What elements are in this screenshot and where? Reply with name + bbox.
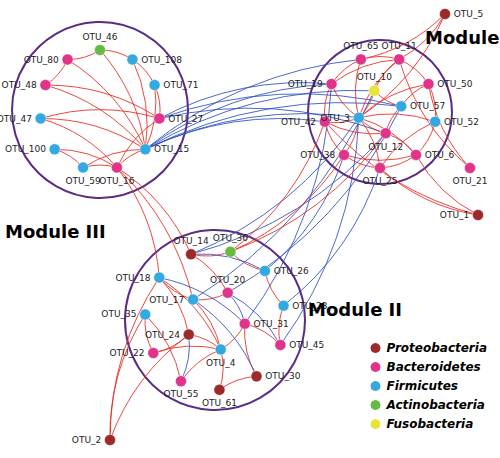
svg-text:OTU_55: OTU_55 [163,389,198,399]
svg-text:Fusobacteria: Fusobacteria [386,417,473,431]
svg-text:OTU_19: OTU_19 [288,79,323,89]
svg-text:OTU_108: OTU_108 [141,55,182,65]
svg-text:OTU_25: OTU_25 [362,176,397,186]
svg-text:OTU_45: OTU_45 [289,340,324,350]
svg-text:OTU_22: OTU_22 [109,348,144,358]
svg-text:Proteobacteria: Proteobacteria [386,341,487,355]
svg-text:Actinobacteria: Actinobacteria [385,398,484,412]
svg-text:OTU_30: OTU_30 [265,371,300,381]
svg-text:OTU_26: OTU_26 [274,266,309,276]
svg-text:OTU_20: OTU_20 [210,275,245,285]
svg-text:Firmicutes: Firmicutes [386,379,458,393]
svg-text:OTU_42: OTU_42 [281,117,316,127]
svg-text:OTU_3: OTU_3 [321,113,350,123]
svg-text:OTU_35: OTU_35 [101,309,136,319]
svg-text:OTU_6: OTU_6 [425,150,455,160]
svg-text:OTU_71: OTU_71 [163,80,198,90]
svg-text:OTU_80: OTU_80 [24,55,59,65]
svg-text:OTU_10: OTU_10 [357,72,392,82]
svg-text:OTU_61: OTU_61 [202,398,237,408]
svg-text:OTU_27: OTU_27 [168,114,203,124]
svg-text:OTU_16: OTU_16 [99,176,134,186]
svg-text:OTU_11: OTU_11 [382,41,417,51]
svg-text:OTU_5: OTU_5 [454,9,483,19]
svg-text:OTU_50: OTU_50 [437,79,472,89]
svg-text:OTU_1: OTU_1 [440,210,469,220]
svg-text:OTU_65: OTU_65 [343,41,378,51]
svg-text:OTU_4: OTU_4 [206,358,236,368]
svg-text:OTU_24: OTU_24 [145,330,180,340]
svg-text:OTU_100: OTU_100 [5,144,46,154]
svg-text:OTU_12: OTU_12 [368,142,403,152]
svg-text:OTU_2: OTU_2 [72,435,101,445]
svg-text:OTU_52: OTU_52 [444,117,479,127]
svg-text:OTU_47: OTU_47 [0,114,32,124]
svg-text:OTU_14: OTU_14 [173,236,208,246]
svg-text:OTU_31: OTU_31 [254,319,289,329]
svg-text:OTU_38: OTU_38 [300,150,335,160]
svg-text:Module III: Module III [5,221,106,242]
svg-text:OTU_21: OTU_21 [452,176,487,186]
svg-text:OTU_46: OTU_46 [82,32,117,42]
svg-text:OTU_36: OTU_36 [213,233,248,243]
svg-text:OTU_18: OTU_18 [115,273,150,283]
svg-text:OTU_59: OTU_59 [66,176,101,186]
svg-text:OTU_57: OTU_57 [410,101,445,111]
svg-text:OTU_15: OTU_15 [154,144,189,154]
svg-text:Bacteroidetes: Bacteroidetes [386,360,480,374]
svg-text:OTU_48: OTU_48 [2,80,37,90]
svg-text:Module I: Module I [425,27,500,48]
svg-text:Module II: Module II [308,299,402,320]
svg-text:OTU_17: OTU_17 [149,295,184,305]
